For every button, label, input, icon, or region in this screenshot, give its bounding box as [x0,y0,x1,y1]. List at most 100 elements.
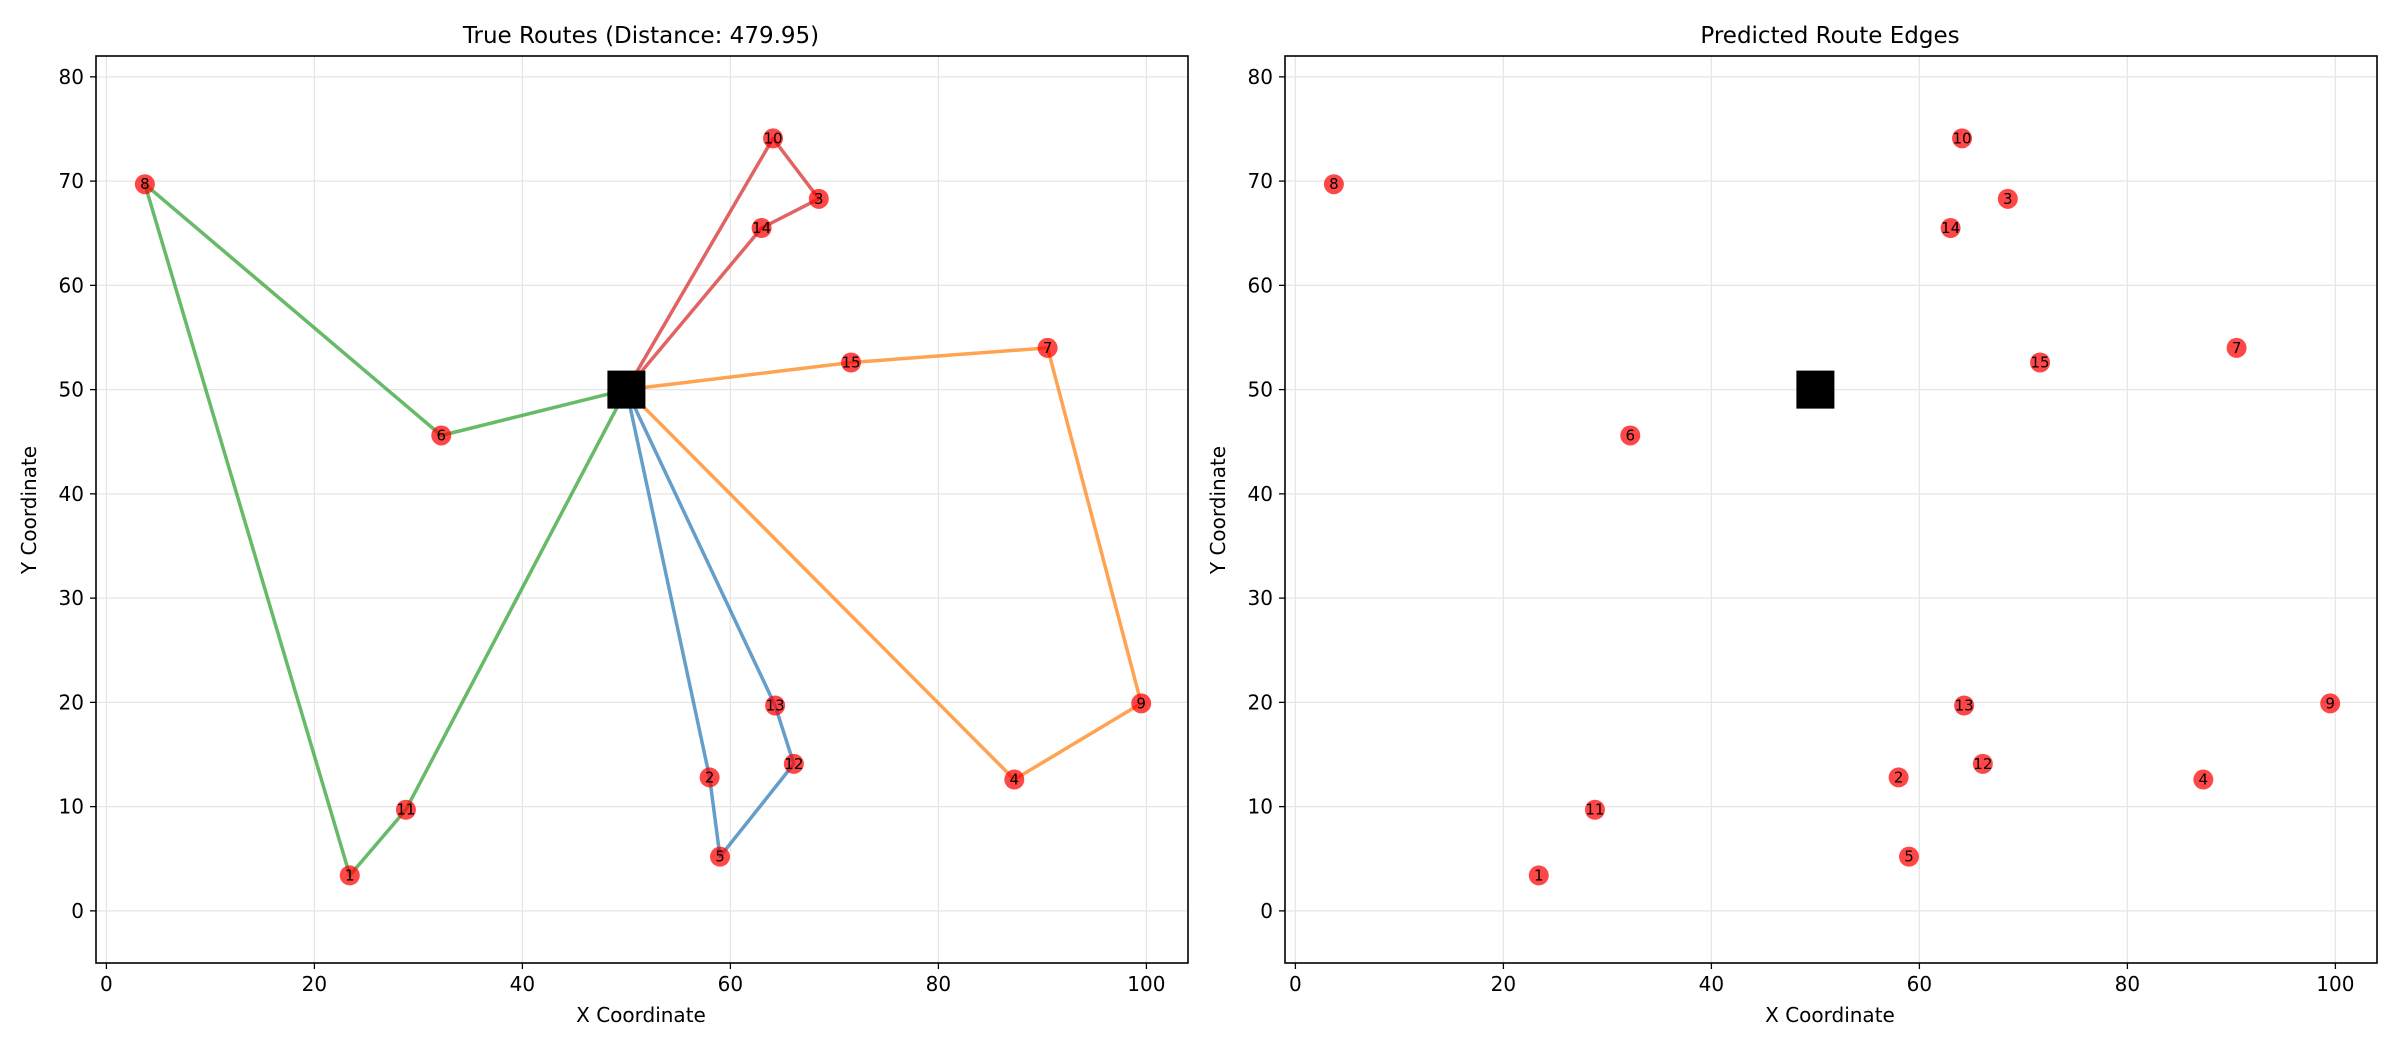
customer-marker [1972,753,1993,774]
panel-title: True Routes (Distance: 479.95) [462,23,819,49]
customer-marker [2320,693,2341,714]
customer-label: 6 [437,426,447,444]
x-tick-label: 60 [1907,972,1932,996]
customer-label: 5 [1904,848,1914,866]
customer-marker [1037,337,1058,358]
customer-label: 13 [1955,696,1974,714]
y-tick-label: 60 [59,273,84,297]
customer-label: 11 [1585,801,1604,819]
x-tick-label: 0 [100,972,113,996]
customer-marker [751,218,772,239]
y-axis-label: Y Coordinate [1206,446,1230,575]
customer-label: 1 [1534,866,1544,884]
y-tick-label: 40 [1248,482,1273,506]
true-routes-panel: True Routes (Distance: 479.95) X Coordin… [17,23,1189,1027]
customer-label: 4 [2199,771,2209,789]
customer-marker [710,846,730,867]
panel-title: Predicted Route Edges [1700,23,1959,49]
predicted-route-edges-panel: Predicted Route Edges X Coordinate Y Coo… [1206,23,2378,1027]
grid [96,56,1188,963]
customer-label: 15 [841,354,860,372]
y-tick-label: 20 [59,690,84,714]
customer-marker [765,695,786,716]
customer-marker [1952,128,1973,149]
customer-marker [2030,352,2051,373]
customer-label: 14 [752,219,771,237]
customer-label: 8 [1329,175,1339,193]
depot-marker [607,370,646,409]
x-tick-label: 0 [1289,972,1302,996]
customer-marker [763,128,784,149]
customer-label: 2 [705,768,715,786]
customer-marker [431,425,452,446]
customer-marker [395,799,416,820]
customer-marker [1584,799,1605,820]
customer-label: 6 [1626,426,1636,444]
customer-label: 9 [2325,694,2335,712]
customer-label: 11 [396,801,415,819]
customer-label: 3 [814,190,824,208]
x-tick-label: 80 [2115,972,2140,996]
x-tick-label: 40 [1699,972,1724,996]
customer-label: 10 [763,129,782,147]
customer-marker [2193,769,2214,790]
x-tick-label: 20 [1491,972,1516,996]
customer-marker [1888,767,1909,788]
customer-label: 15 [2030,354,2049,372]
y-tick-label: 10 [1248,795,1273,819]
y-tick-label: 60 [1248,273,1273,297]
axes-frame [95,55,1189,964]
customer-label: 1 [345,866,355,884]
customer-marker [2226,337,2247,358]
y-tick-label: 0 [71,899,84,923]
route-line [624,136,821,391]
routes [143,136,1143,878]
customer-label: 4 [1010,771,1020,789]
y-tick-label: 40 [59,482,84,506]
y-tick-label: 50 [59,378,84,402]
customer-marker [1954,695,1975,716]
customer-marker [699,767,720,788]
x-tick-label: 100 [1127,972,1165,996]
x-tick-label: 100 [2316,972,2354,996]
ticks: 0 20 40 60 80 100 0 10 20 30 40 50 60 70 80 [59,65,1166,996]
customer-label: 12 [784,755,803,773]
customer-label: 5 [715,848,725,866]
customer-marker [1323,174,1344,195]
x-tick-label: 20 [302,972,327,996]
x-axis-label: X Coordinate [1765,1003,1895,1027]
route-line [624,388,796,859]
customer-label: 10 [1952,129,1971,147]
customer-marker [1528,865,1549,886]
route-line [625,346,1143,782]
y-tick-label: 30 [1248,586,1273,610]
ticks: 0 20 40 60 80 100 0 10 20 30 40 50 60 70 80 [1248,65,2355,996]
customer-marker [1004,769,1025,790]
route-line [143,182,628,878]
x-tick-label: 40 [510,972,535,996]
y-tick-label: 20 [1248,690,1273,714]
x-tick-label: 80 [926,972,951,996]
y-tick-label: 30 [59,586,84,610]
customer-marker [339,865,360,886]
x-tick-label: 60 [718,972,743,996]
axes-frame [1284,55,2378,964]
y-tick-label: 80 [59,65,84,89]
customer-label: 14 [1941,219,1960,237]
customer-marker [1940,218,1961,239]
customer-label: 3 [2003,190,2013,208]
y-tick-label: 50 [1248,378,1273,402]
customer-marker [783,753,804,774]
customer-marker [134,174,155,195]
y-axis-label: Y Coordinate [17,446,41,575]
customer-label: 7 [2232,339,2242,357]
y-tick-label: 80 [1248,65,1273,89]
y-tick-label: 0 [1260,899,1273,923]
customer-label: 8 [140,175,150,193]
customer-label: 13 [766,696,785,714]
customer-marker [1997,188,2018,209]
customer-marker [1131,693,1152,714]
